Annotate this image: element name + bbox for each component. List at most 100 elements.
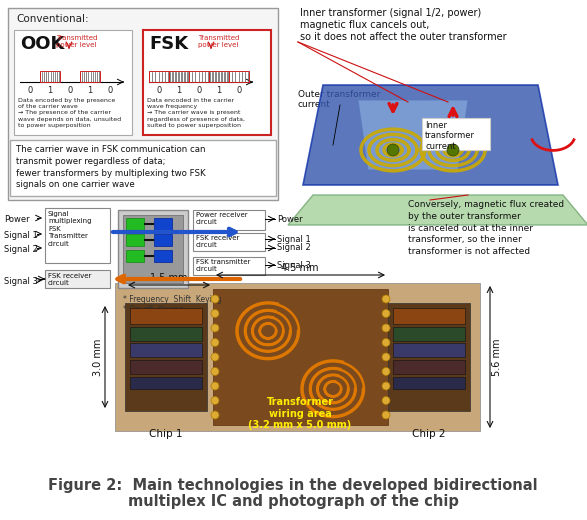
Text: Inner
transformer
current: Inner transformer current bbox=[425, 121, 475, 151]
Text: 1: 1 bbox=[217, 86, 222, 95]
Text: Power: Power bbox=[277, 214, 303, 224]
Text: Transmitted
power level: Transmitted power level bbox=[198, 35, 239, 48]
Circle shape bbox=[382, 339, 390, 346]
Circle shape bbox=[382, 324, 390, 332]
Text: The carrier wave in FSK communication can
transmit power regardless of data;
few: The carrier wave in FSK communication ca… bbox=[16, 145, 205, 189]
Text: 1: 1 bbox=[176, 86, 181, 95]
Text: Signal 1: Signal 1 bbox=[4, 231, 38, 240]
Text: 1: 1 bbox=[87, 86, 93, 95]
FancyBboxPatch shape bbox=[393, 308, 465, 324]
Text: Signal 3: Signal 3 bbox=[4, 277, 38, 286]
Circle shape bbox=[211, 324, 219, 332]
FancyBboxPatch shape bbox=[393, 327, 465, 341]
Text: 0: 0 bbox=[28, 86, 33, 95]
Circle shape bbox=[382, 382, 390, 390]
FancyBboxPatch shape bbox=[125, 303, 207, 411]
Circle shape bbox=[382, 411, 390, 419]
Text: Chip 1: Chip 1 bbox=[149, 429, 183, 439]
Circle shape bbox=[382, 353, 390, 361]
FancyBboxPatch shape bbox=[123, 215, 183, 283]
FancyBboxPatch shape bbox=[45, 208, 110, 263]
Circle shape bbox=[382, 368, 390, 375]
Circle shape bbox=[211, 295, 219, 303]
Text: * Frequency  Shift  Keying: * Frequency Shift Keying bbox=[123, 295, 222, 304]
Circle shape bbox=[447, 144, 459, 156]
Text: Data encoded in the carrier
wave frequency
→ The carrier wave is present
regardl: Data encoded in the carrier wave frequen… bbox=[147, 98, 245, 128]
Text: 5.6 mm: 5.6 mm bbox=[492, 338, 502, 376]
Text: 1.5 mm: 1.5 mm bbox=[150, 273, 188, 283]
Text: 3.0 mm: 3.0 mm bbox=[93, 339, 103, 375]
FancyBboxPatch shape bbox=[45, 270, 110, 288]
Text: so it does not affect the outer transformer: so it does not affect the outer transfor… bbox=[300, 32, 507, 42]
Text: Transmitted
power level: Transmitted power level bbox=[56, 35, 97, 48]
FancyBboxPatch shape bbox=[213, 289, 388, 425]
FancyBboxPatch shape bbox=[126, 234, 144, 246]
Text: Outer transformer
current: Outer transformer current bbox=[298, 90, 380, 109]
Text: * On-off  Keying: * On-off Keying bbox=[123, 305, 184, 314]
FancyBboxPatch shape bbox=[126, 218, 144, 230]
Circle shape bbox=[382, 309, 390, 318]
FancyBboxPatch shape bbox=[193, 257, 265, 275]
Text: Conversely, magnetic flux created
by the outer transformer
is canceled out at th: Conversely, magnetic flux created by the… bbox=[408, 200, 564, 256]
Text: FSK receiver
circuit: FSK receiver circuit bbox=[196, 235, 239, 248]
FancyBboxPatch shape bbox=[193, 233, 265, 251]
Circle shape bbox=[211, 309, 219, 318]
FancyBboxPatch shape bbox=[154, 250, 172, 262]
Text: Signal 2: Signal 2 bbox=[4, 245, 38, 254]
Text: FSK receiver
circuit: FSK receiver circuit bbox=[48, 273, 92, 286]
FancyBboxPatch shape bbox=[130, 360, 202, 374]
Text: Data encoded by the presence
of the carrier wave
→ The presence of the carrier
w: Data encoded by the presence of the carr… bbox=[18, 98, 121, 128]
FancyBboxPatch shape bbox=[422, 118, 490, 150]
FancyBboxPatch shape bbox=[154, 218, 172, 230]
Text: Figure 2:  Main technologies in the developed bidirectional: Figure 2: Main technologies in the devel… bbox=[48, 478, 538, 493]
Circle shape bbox=[211, 382, 219, 390]
Text: Conventional:: Conventional: bbox=[16, 14, 89, 24]
Polygon shape bbox=[358, 100, 468, 170]
Circle shape bbox=[382, 396, 390, 405]
Text: 0: 0 bbox=[237, 86, 242, 95]
FancyBboxPatch shape bbox=[393, 360, 465, 374]
Circle shape bbox=[211, 396, 219, 405]
Circle shape bbox=[382, 295, 390, 303]
Text: Signal
multiplexing
FSK
Transmitter
circuit: Signal multiplexing FSK Transmitter circ… bbox=[48, 211, 92, 247]
FancyBboxPatch shape bbox=[393, 377, 465, 389]
Text: Power: Power bbox=[4, 215, 29, 224]
Text: multiplex IC and photograph of the chip: multiplex IC and photograph of the chip bbox=[127, 494, 458, 509]
Text: OOK: OOK bbox=[20, 35, 65, 53]
FancyBboxPatch shape bbox=[115, 283, 480, 431]
FancyBboxPatch shape bbox=[130, 343, 202, 357]
Text: Inner transformer (signal 1/2, power): Inner transformer (signal 1/2, power) bbox=[300, 8, 481, 18]
FancyBboxPatch shape bbox=[118, 210, 188, 288]
Polygon shape bbox=[303, 85, 558, 185]
Text: Chip 2: Chip 2 bbox=[412, 429, 446, 439]
Text: Power receiver
circuit: Power receiver circuit bbox=[196, 212, 248, 225]
FancyBboxPatch shape bbox=[8, 8, 278, 200]
FancyBboxPatch shape bbox=[130, 377, 202, 389]
Text: 1: 1 bbox=[48, 86, 53, 95]
FancyBboxPatch shape bbox=[10, 140, 276, 196]
Circle shape bbox=[211, 411, 219, 419]
Polygon shape bbox=[288, 195, 587, 225]
Text: 0: 0 bbox=[107, 86, 113, 95]
Text: Transformer
wiring area
(3.2 mm x 5.0 mm): Transformer wiring area (3.2 mm x 5.0 mm… bbox=[248, 397, 352, 430]
Text: FSK transmitter
circuit: FSK transmitter circuit bbox=[196, 259, 251, 272]
FancyBboxPatch shape bbox=[126, 250, 144, 262]
Text: 4.5 mm: 4.5 mm bbox=[281, 263, 319, 273]
FancyBboxPatch shape bbox=[130, 327, 202, 341]
FancyBboxPatch shape bbox=[14, 30, 132, 135]
Text: 0: 0 bbox=[68, 86, 73, 95]
Circle shape bbox=[387, 144, 399, 156]
FancyBboxPatch shape bbox=[393, 343, 465, 357]
FancyBboxPatch shape bbox=[388, 303, 470, 411]
Text: Signal 1: Signal 1 bbox=[277, 235, 311, 243]
Text: 0: 0 bbox=[156, 86, 161, 95]
FancyBboxPatch shape bbox=[130, 308, 202, 324]
FancyBboxPatch shape bbox=[154, 234, 172, 246]
Circle shape bbox=[211, 368, 219, 375]
Text: FSK: FSK bbox=[149, 35, 188, 53]
Text: magnetic flux cancels out,: magnetic flux cancels out, bbox=[300, 20, 429, 30]
Circle shape bbox=[211, 339, 219, 346]
Text: 0: 0 bbox=[197, 86, 201, 95]
Text: Signal 2: Signal 2 bbox=[277, 243, 311, 253]
FancyBboxPatch shape bbox=[143, 30, 271, 135]
